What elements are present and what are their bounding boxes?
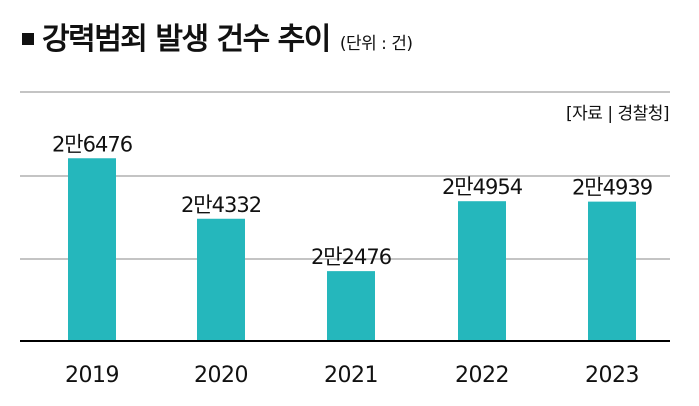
bar-2019 [68,158,116,341]
tick-label-2020: 2020 [194,363,248,388]
chart-title: 강력범죄 발생 건수 추이 [42,22,331,57]
gridlines [20,91,670,260]
data-label-2019: 2만6476 [52,132,133,156]
bar-2022 [458,201,506,341]
data-label-2020: 2만4332 [181,193,261,217]
tick-label-2022: 2022 [455,363,509,388]
data-labels: 2만6476 2만4332 2만2476 2만4954 2만4939 [52,132,653,269]
data-label-2023: 2만4939 [572,176,652,200]
tick-label-2021: 2021 [324,363,378,388]
tick-label-2023: 2023 [585,363,639,388]
bar-2020 [197,218,245,341]
chart-header: 강력범죄 발생 건수 추이 (단위 : 건) [22,14,413,57]
data-label-2021: 2만2476 [311,245,392,269]
bar-2023 [588,201,636,341]
title-bullet-icon [22,33,34,45]
x-axis-ticks: 2019 2020 2021 2022 2023 [65,363,640,388]
unit-note: (단위 : 건) [339,34,413,54]
tick-label-2019: 2019 [65,363,119,388]
source-note: [자료 | 경찰청] [566,104,670,124]
bar-2021 [327,271,375,341]
bars [68,158,636,341]
data-label-2022: 2만4954 [442,175,523,199]
